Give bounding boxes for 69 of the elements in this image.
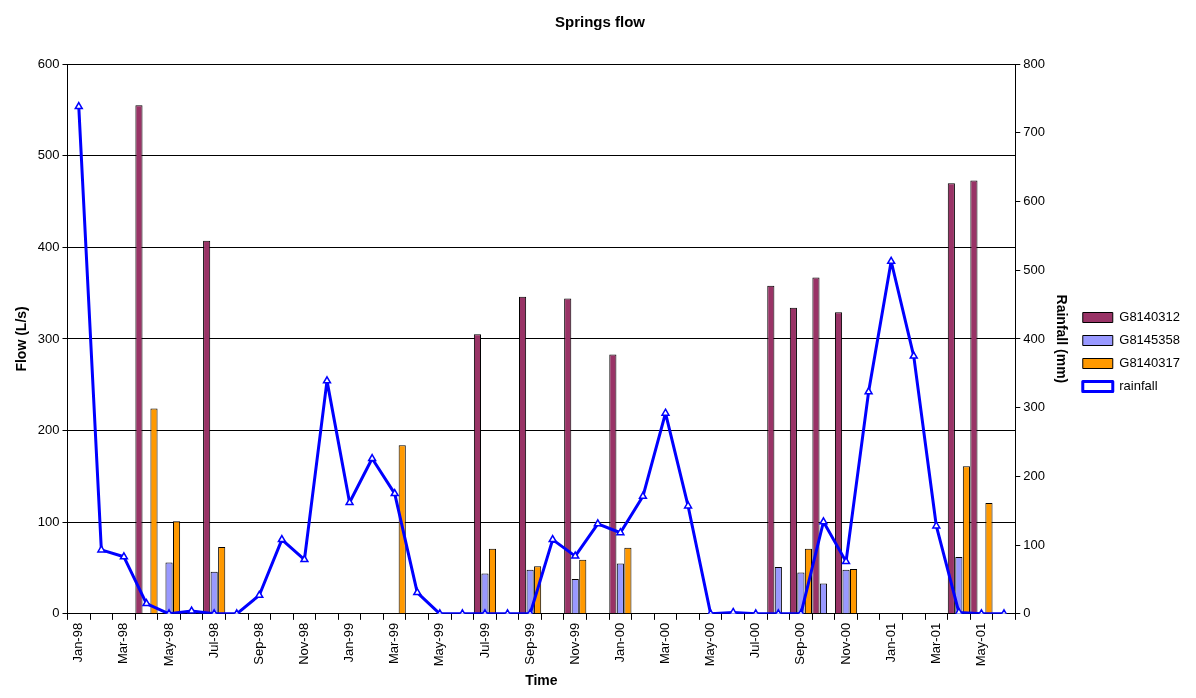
x-tick-label: Mar-99: [386, 622, 402, 665]
y2-tick-label: 100: [1023, 536, 1045, 552]
point: [548, 534, 557, 543]
x-tick-label: May-01: [973, 622, 989, 667]
point: [390, 488, 399, 497]
y-tick-label: 600: [37, 55, 60, 71]
x-tick-label: Jan-98: [70, 622, 86, 663]
x-tick-label: Sep-98: [250, 622, 266, 665]
legend-label: G8140317: [1119, 355, 1181, 371]
x-tick-label: Nov-00: [837, 622, 853, 665]
x-tick-label: Jul-99: [476, 622, 492, 659]
x-tick-label: Jan-99: [341, 622, 357, 663]
y2-tick-label: 600: [1023, 193, 1045, 209]
y-tick-label: 200: [37, 422, 60, 438]
x-tick-label: Jan-01: [882, 622, 898, 663]
x-tick-label: May-00: [702, 622, 718, 667]
x-tick-label: Jul-00: [747, 622, 763, 659]
point: [322, 376, 332, 384]
y2-tick-label: 200: [1023, 467, 1045, 483]
point: [886, 256, 896, 265]
legend-label: rainfall: [1119, 378, 1158, 394]
point: [74, 101, 83, 110]
point: [571, 551, 580, 559]
y-tick-label: 100: [37, 513, 60, 529]
point: [142, 598, 151, 607]
point: [119, 552, 129, 560]
y-tick-label: 300: [37, 330, 60, 346]
point: [277, 534, 287, 543]
y2-tick-label: 300: [1023, 399, 1045, 415]
y2-tick-label: 800: [1023, 55, 1045, 71]
point: [255, 590, 264, 599]
point: [932, 521, 941, 529]
x-tick-label: Sep-99: [521, 622, 537, 665]
point: [683, 501, 693, 509]
y2-tick-label: 0: [1023, 605, 1031, 621]
y2-tick-label: 700: [1023, 124, 1045, 140]
point: [864, 387, 873, 395]
x-tick-label: Jan-00: [611, 622, 627, 663]
x-tick-label: Nov-98: [296, 622, 312, 665]
point: [367, 453, 377, 462]
y2-tick-label: 400: [1023, 330, 1045, 346]
x-tick-label: Jul-98: [205, 622, 221, 659]
x-tick-label: Mar-01: [927, 622, 943, 665]
x-axis-title: Time: [525, 672, 558, 689]
x-tick-label: Mar-00: [657, 622, 673, 665]
y-tick-label: 400: [37, 238, 60, 254]
y2-axis-title: Rainfall (mm): [1053, 294, 1070, 384]
point: [97, 545, 106, 553]
x-tick-label: May-99: [431, 622, 447, 667]
point: [593, 519, 603, 527]
point: [909, 351, 918, 359]
legend-label: G8145358: [1119, 332, 1181, 348]
y-axis-title: Flow (L/s): [13, 306, 30, 372]
x-tick-label: May-98: [160, 622, 176, 667]
x-tick-label: Mar-98: [115, 622, 131, 665]
legend-label: G8140312: [1119, 309, 1181, 325]
y2-tick-label: 500: [1023, 261, 1045, 277]
y-tick-label: 0: [52, 605, 60, 621]
point: [819, 517, 828, 525]
chart-title: Springs flow: [555, 13, 646, 31]
point: [413, 587, 422, 596]
point: [616, 528, 625, 536]
y-tick-label: 500: [37, 147, 60, 163]
point: [300, 554, 309, 563]
point: [638, 491, 648, 500]
point: [661, 408, 670, 416]
x-tick-label: Nov-99: [566, 622, 582, 665]
x-tick-label: Sep-00: [792, 622, 808, 665]
point: [841, 556, 851, 565]
